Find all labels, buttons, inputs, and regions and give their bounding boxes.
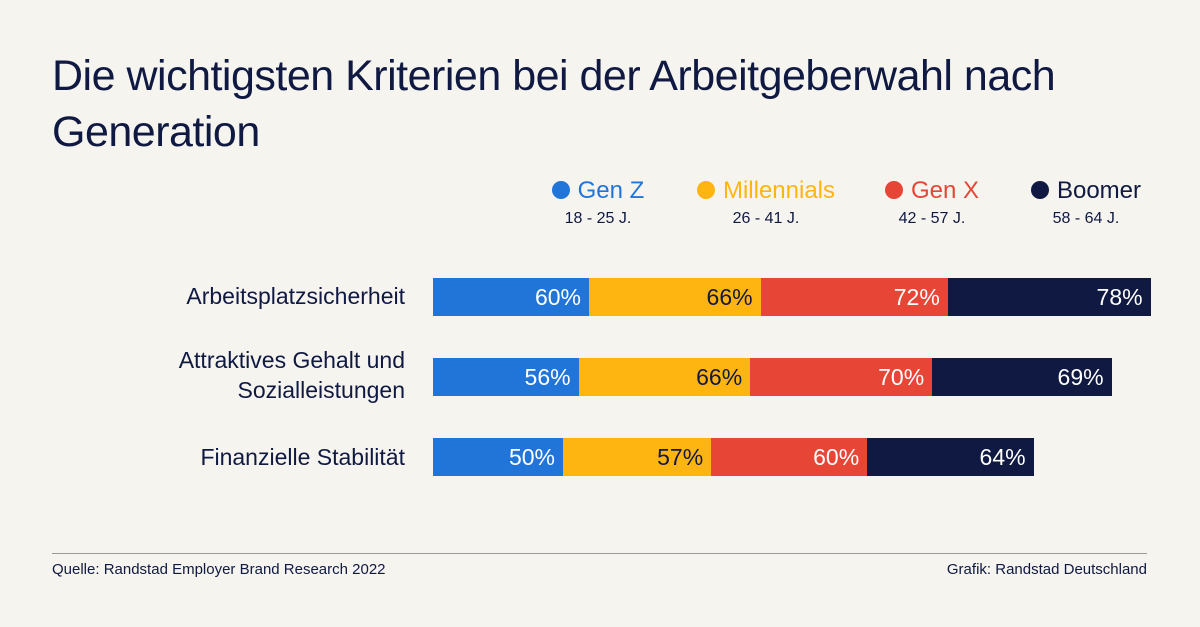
legend-subtitle-gen-x: 42 - 57 J. [898,210,966,227]
category-label-gehalt: Attraktives Gehalt und Sozialleistungen [178,347,405,403]
legend-item-gen-x: Gen X 42 - 57 J. [832,176,1032,230]
bar-segment-boomer-row-0: 78% [947,278,1151,316]
data-label-gen-z-row-1: 56% [524,364,571,390]
category-label-arbeitsplatzsicherheit: Arbeitsplatzsicherheit [186,283,405,309]
legend-subtitle-millennials: 26 - 41 J. [732,210,800,227]
bar-row-2: 50% 57% 60% 64% [433,438,1034,476]
bar-segment-gen-x-row-2: 60% [711,438,868,476]
legend-label-millennials: Millennials [722,177,836,204]
data-label-gen-z-row-2: 50% [508,444,555,470]
bar-segment-gen-z-row-0: 60% [433,278,589,316]
bar-segment-boomer-row-1: 69% [932,358,1112,396]
data-label-millennials-row-1: 66% [696,364,743,390]
legend-dot-gen-x [884,181,903,199]
bar-segment-millennials-row-2: 57% [563,438,712,476]
legend: Gen Z 18 - 25 J. Millennials 26 - 41 J. … [0,176,1200,236]
legend-item-millennials: Millennials 26 - 41 J. [666,176,866,230]
data-label-boomer-row-1: 69% [1057,364,1104,390]
legend-item-boomer: Boomer 58 - 64 J. [986,176,1186,230]
bar-segment-millennials-row-0: 66% [589,278,761,316]
legend-item-gen-z: Gen Z 18 - 25 J. [498,176,698,230]
bar-segment-millennials-row-1: 66% [578,358,751,396]
legend-label-gen-x: Gen X [910,177,980,204]
legend-dot-boomer [1030,181,1049,199]
legend-dot-gen-z [551,181,570,199]
bar-row-0: 60% 66% 72% 78% [433,278,1151,316]
bar-segment-gen-x-row-0: 72% [760,278,948,316]
credit-note: Grafik: Randstad Deutschland [946,561,1147,578]
legend-subtitle-boomer: 58 - 64 J. [1052,210,1120,227]
data-label-millennials-row-0: 66% [706,284,753,310]
bar-segment-boomer-row-2: 64% [867,438,1034,476]
data-label-gen-x-row-2: 60% [813,444,860,470]
footer-divider [52,553,1147,554]
data-label-millennials-row-2: 57% [657,444,704,470]
bar-segment-gen-z-row-2: 50% [433,438,563,476]
legend-label-boomer: Boomer [1056,177,1142,204]
category-label-finanzielle-stabilitaet: Finanzielle Stabilität [200,444,405,470]
legend-dot-millennials [696,181,715,199]
legend-subtitle-gen-z: 18 - 25 J. [564,210,632,227]
data-label-boomer-row-0: 78% [1096,284,1143,310]
chart-title: Die wichtigsten Kriterien bei der Arbeit… [52,52,1056,156]
bar-segment-gen-z-row-1: 56% [433,358,579,396]
legend-label-gen-z: Gen Z [577,177,645,204]
data-label-gen-x-row-1: 70% [878,364,925,390]
source-note: Quelle: Randstad Employer Brand Research… [52,561,386,578]
bar-row-1: 56% 66% 70% 69% [433,358,1112,396]
data-label-gen-z-row-0: 60% [534,284,581,310]
data-label-boomer-row-2: 64% [979,444,1026,470]
data-label-gen-x-row-0: 72% [893,284,940,310]
bar-segment-gen-x-row-1: 70% [750,358,933,396]
